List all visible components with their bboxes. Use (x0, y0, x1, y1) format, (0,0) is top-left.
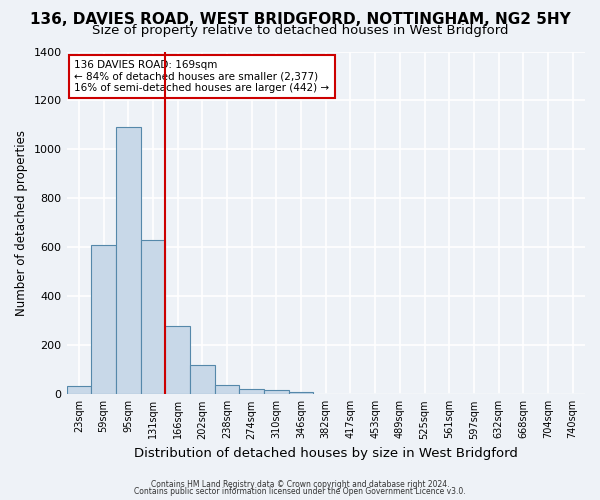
Bar (264, 390, 289, 394)
Bar (116, 128, 140, 394)
Bar (190, 365, 215, 394)
Text: Contains public sector information licensed under the Open Government Licence v3: Contains public sector information licen… (134, 487, 466, 496)
X-axis label: Distribution of detached houses by size in West Bridgford: Distribution of detached houses by size … (134, 447, 518, 460)
Bar (289, 392, 313, 394)
Bar (239, 389, 264, 394)
Bar (140, 240, 165, 394)
Text: Contains HM Land Registry data © Crown copyright and database right 2024.: Contains HM Land Registry data © Crown c… (151, 480, 449, 489)
Text: 136 DAVIES ROAD: 169sqm
← 84% of detached houses are smaller (2,377)
16% of semi: 136 DAVIES ROAD: 169sqm ← 84% of detache… (74, 60, 329, 94)
Text: Size of property relative to detached houses in West Bridgford: Size of property relative to detached ho… (92, 24, 508, 37)
Bar (91, 245, 116, 394)
Text: 136, DAVIES ROAD, WEST BRIDGFORD, NOTTINGHAM, NG2 5HY: 136, DAVIES ROAD, WEST BRIDGFORD, NOTTIN… (29, 12, 571, 28)
Bar (215, 384, 239, 394)
Bar (165, 326, 190, 394)
Y-axis label: Number of detached properties: Number of detached properties (15, 130, 28, 316)
Bar (67, 386, 91, 394)
